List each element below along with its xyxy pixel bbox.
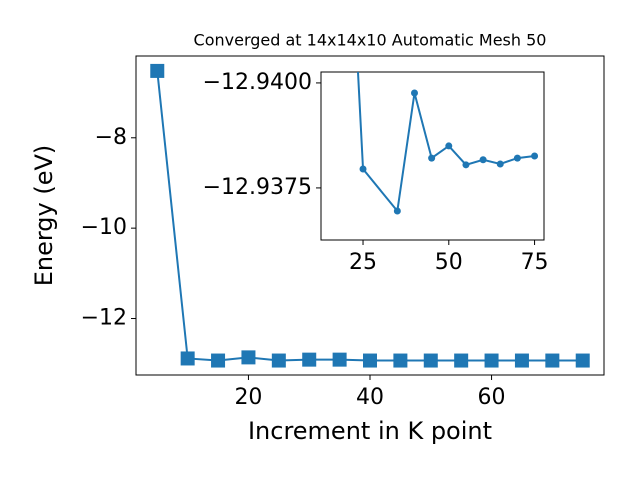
x-tick-label: 40 bbox=[356, 385, 384, 410]
marker bbox=[393, 207, 401, 215]
marker bbox=[513, 154, 521, 162]
marker bbox=[496, 160, 504, 168]
y-tick-label: −12.9375 bbox=[203, 175, 312, 200]
marker bbox=[462, 161, 470, 169]
marker bbox=[428, 154, 436, 162]
plot-area bbox=[150, 63, 590, 368]
marker bbox=[445, 142, 453, 150]
marker bbox=[454, 353, 469, 368]
y-tick-label: −10 bbox=[81, 215, 127, 240]
marker bbox=[359, 165, 367, 173]
marker bbox=[211, 353, 226, 368]
marker bbox=[410, 89, 418, 97]
chart-title: Converged at 14x14x10 Automatic Mesh 50 bbox=[194, 31, 547, 50]
y-axis-label: Energy (eV) bbox=[30, 145, 58, 287]
y-tick-label: −8 bbox=[95, 125, 127, 150]
plot-area bbox=[356, 72, 539, 215]
marker bbox=[363, 353, 377, 368]
marker bbox=[332, 352, 347, 367]
x-tick-label: 60 bbox=[478, 385, 506, 410]
y-tick-label: −12.9400 bbox=[203, 70, 312, 95]
marker bbox=[302, 352, 317, 367]
x-axis-label: Increment in K point bbox=[248, 417, 492, 445]
x-tick-label: 75 bbox=[521, 250, 549, 275]
marker bbox=[150, 63, 165, 78]
x-tick-label: 20 bbox=[234, 385, 262, 410]
y-tick-label: −12 bbox=[81, 306, 127, 331]
marker bbox=[180, 351, 195, 366]
marker bbox=[241, 350, 256, 365]
marker bbox=[393, 353, 408, 368]
marker bbox=[479, 156, 487, 164]
marker bbox=[271, 353, 286, 368]
x-tick-label: 50 bbox=[435, 250, 463, 275]
marker bbox=[423, 353, 438, 368]
x-tick-label: 25 bbox=[349, 250, 377, 275]
marker bbox=[545, 353, 560, 368]
marker bbox=[484, 353, 499, 368]
marker bbox=[514, 353, 529, 368]
marker bbox=[575, 353, 590, 368]
marker bbox=[531, 152, 539, 160]
